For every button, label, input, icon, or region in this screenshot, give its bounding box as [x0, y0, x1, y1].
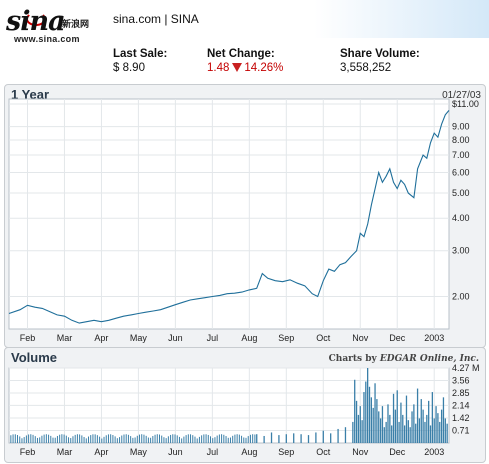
share-volume-value: 3,558,252: [340, 62, 392, 74]
sina-logo[interactable]: sina 新浪网 www.sina.com: [6, 6, 101, 46]
price-y-tick-label: 4.00: [452, 213, 470, 223]
price-x-tick-label: Mar: [57, 333, 73, 343]
last-sale-value: $ 8.90: [113, 62, 145, 74]
volume-x-tick-label: Feb: [20, 447, 36, 457]
chart-credit: Charts by EDGAR Online, Inc.: [329, 354, 479, 364]
volume-y-tick-label: 0.71: [452, 426, 470, 436]
price-x-tick-label: Nov: [352, 333, 369, 343]
price-x-tick-label: Jul: [207, 333, 219, 343]
volume-chart: 0.71 1.42 2.14 2.85 3.56 4.27 M Feb Mar Apr May Ju…: [8, 363, 480, 457]
price-y-tick-label: 9.00: [452, 122, 470, 132]
price-x-tick-label: Feb: [20, 333, 36, 343]
net-change-value: 1.48: [207, 62, 230, 74]
net-change-value-row: 1.48 14.26%: [207, 62, 283, 74]
net-change: Net Change: 1.48 14.26%: [207, 48, 283, 74]
price-y-tick-label: 5.00: [452, 188, 470, 198]
price-y-tick-label: 3.00: [452, 246, 470, 256]
price-y-tick-label: 2.00: [452, 292, 470, 302]
price-plot-area: [8, 98, 450, 330]
last-sale: Last Sale: $ 8.90: [113, 48, 167, 74]
volume-y-tick-label: 2.85: [452, 388, 470, 398]
net-change-percent: 14.26%: [244, 62, 284, 74]
price-x-tick-label: 2003: [424, 333, 444, 343]
volume-x-tick-label: Jul: [207, 447, 219, 457]
price-x-tick-label: Dec: [389, 333, 406, 343]
volume-x-tick-label: Sep: [278, 447, 294, 457]
header-gradient-band: [100, 0, 489, 38]
volume-x-tick-label: Apr: [94, 447, 108, 457]
price-y-tick-label: 7.00: [452, 150, 470, 160]
price-x-tick-label: Aug: [241, 333, 257, 343]
volume-x-tick-label: Aug: [241, 447, 257, 457]
share-volume-label: Share Volume:: [340, 48, 420, 60]
volume-y-tick-label: 2.14: [452, 400, 470, 410]
price-chart-title: 1 Year: [11, 87, 50, 102]
volume-x-tick-label: Jun: [168, 447, 183, 457]
volume-x-tick-label: 2003: [424, 447, 444, 457]
logo-chinese-text: 新浪网: [62, 19, 90, 29]
volume-chart-title: Volume: [11, 350, 57, 365]
price-x-tick-label: Oct: [316, 333, 331, 343]
last-sale-label: Last Sale:: [113, 48, 168, 60]
net-change-label: Net Change:: [207, 48, 275, 60]
price-series-line: [8, 110, 450, 324]
price-y-tick-label: $11.00: [452, 99, 479, 109]
share-volume: Share Volume: 3,558,252: [340, 48, 420, 74]
volume-x-tick-label: Mar: [57, 447, 73, 457]
credit-prefix: Charts by: [328, 354, 380, 364]
price-chart-date: 01/27/03: [442, 90, 481, 101]
sina-eye-icon: [26, 12, 46, 26]
volume-y-tick-label: 3.56: [452, 375, 470, 385]
quote-header: sina 新浪网 www.sina.com sina.com | SINA La…: [0, 0, 489, 80]
volume-y-tick-label: 1.42: [452, 413, 470, 423]
volume-x-tick-label: Nov: [352, 447, 369, 457]
down-arrow-icon: [232, 63, 243, 72]
volume-y-tick-label: 4.27 M: [452, 363, 480, 373]
volume-x-tick-label: Dec: [389, 447, 406, 457]
logo-url: www.sina.com: [14, 34, 80, 44]
volume-x-tick-label: May: [130, 447, 148, 457]
logo-wordmark: sina: [6, 6, 66, 37]
price-y-tick-label: 8.00: [452, 135, 470, 145]
price-x-tick-label: May: [130, 333, 148, 343]
price-y-tick-label: 6.00: [452, 167, 470, 177]
price-x-tick-label: Jun: [168, 333, 183, 343]
company-title: sina.com | SINA: [113, 12, 199, 26]
price-x-tick-label: Sep: [278, 333, 294, 343]
price-chart-panel: 1 Year 01/27/03 2.00 3.00 4.00 5.00 6.00 7.00…: [4, 84, 486, 348]
price-x-tick-label: Apr: [94, 333, 108, 343]
credit-brand: EDGAR Online, Inc.: [379, 354, 479, 364]
price-chart: 2.00 3.00 4.00 5.00 6.00 7.00 8.00 9.00 $11.00 Fe…: [8, 98, 479, 343]
volume-chart-panel: Volume Charts by EDGAR Online, Inc. 0.71…: [4, 347, 486, 463]
volume-x-tick-label: Oct: [316, 447, 331, 457]
